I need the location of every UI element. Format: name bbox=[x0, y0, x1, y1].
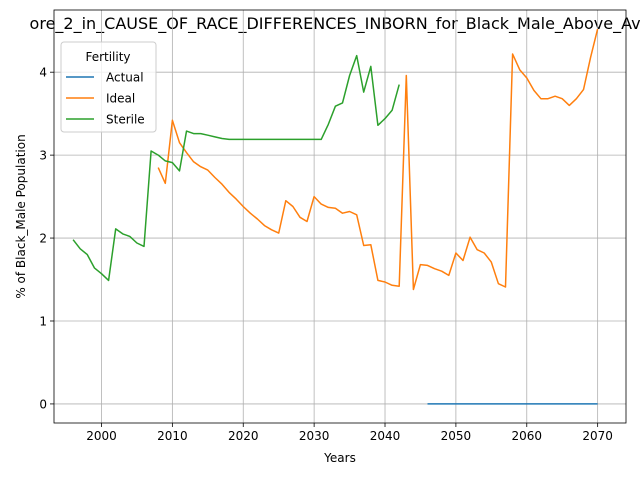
legend-box bbox=[60, 41, 157, 133]
grid bbox=[54, 10, 626, 423]
x-tick-label: 2010 bbox=[157, 429, 188, 443]
y-tick-label: 1 bbox=[39, 314, 47, 328]
y-tick-label: 2 bbox=[39, 232, 47, 246]
x-tick-label: 2060 bbox=[511, 429, 542, 443]
legend-entries: Actual Ideal Sterile bbox=[66, 71, 145, 127]
y-axis-label: % of Black_Male Population bbox=[14, 134, 28, 298]
legend-title: Fertility bbox=[85, 50, 130, 64]
y-tick-label: 4 bbox=[39, 66, 47, 80]
series-line-ideal bbox=[157, 28, 599, 291]
x-tick-label: 2020 bbox=[228, 429, 259, 443]
x-tick-label: 2070 bbox=[582, 429, 613, 443]
legend-label-actual: Actual bbox=[106, 71, 144, 85]
axis-ticks: 2000 2010 2020 2030 2040 2050 2060 2070 0 1 2 3 4 bbox=[39, 66, 613, 443]
x-axis-label: Years bbox=[323, 451, 356, 465]
plot-frame bbox=[53, 9, 627, 424]
x-tick-label: 2040 bbox=[370, 429, 401, 443]
x-tick-label: 2050 bbox=[441, 429, 472, 443]
legend-label-sterile: Sterile bbox=[106, 113, 145, 127]
y-tick-label: 3 bbox=[39, 149, 47, 163]
legend: Fertility Actual Ideal Sterile bbox=[60, 41, 157, 133]
series-line-sterile bbox=[72, 54, 400, 282]
chart-title: ore_2_in_CAUSE_OF_RACE_DIFFERENCES_INBOR… bbox=[30, 14, 640, 34]
x-tick-label: 2000 bbox=[86, 429, 117, 443]
y-tick-label: 0 bbox=[39, 397, 47, 411]
x-tick-label: 2030 bbox=[299, 429, 330, 443]
legend-label-ideal: Ideal bbox=[106, 92, 135, 106]
series-lines bbox=[72, 28, 599, 405]
